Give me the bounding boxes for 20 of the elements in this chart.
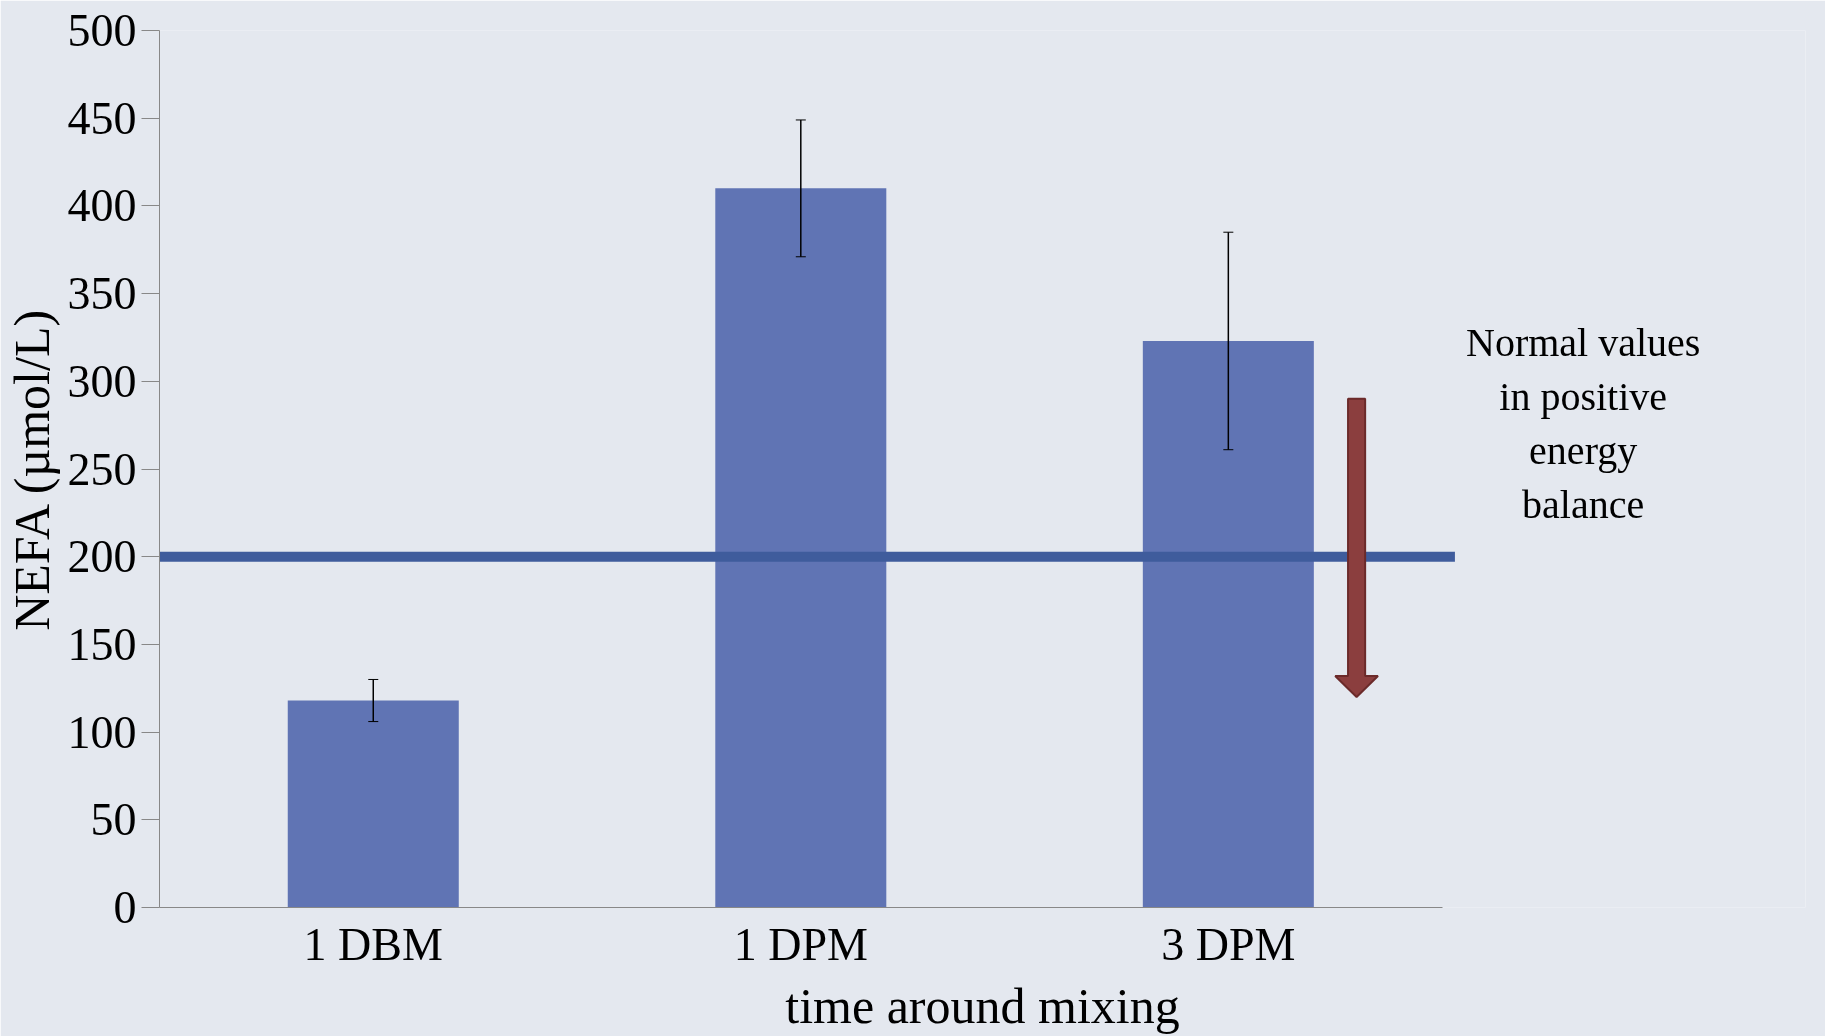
y-tick-label: 500 [67,5,137,56]
x-tick-label: 1 DPM [733,918,868,970]
y-tick-label: 450 [67,92,137,144]
y-tick-label: 400 [67,180,137,232]
y-tick-label: 50 [90,794,137,846]
y-tick-label: 0 [113,882,137,933]
y-tick-label: 100 [67,706,137,758]
x-tick-label: 1 DBM [303,918,443,970]
bar [1142,340,1314,908]
x-tick-label: 3 DPM [1161,918,1296,970]
bar [715,188,887,908]
x-axis-title: time around mixing [785,977,1180,1034]
bar [287,700,459,908]
y-tick-label: 200 [67,531,137,583]
y-tick-label: 250 [67,443,137,495]
y-tick-label: 300 [67,355,137,407]
ref-line-label: Normal values in positive energy balance [1466,319,1701,527]
y-tick-label: 150 [67,618,137,670]
y-tick-label: 350 [67,268,137,320]
y-axis-title: NEFA (µmol/L) [3,309,60,631]
